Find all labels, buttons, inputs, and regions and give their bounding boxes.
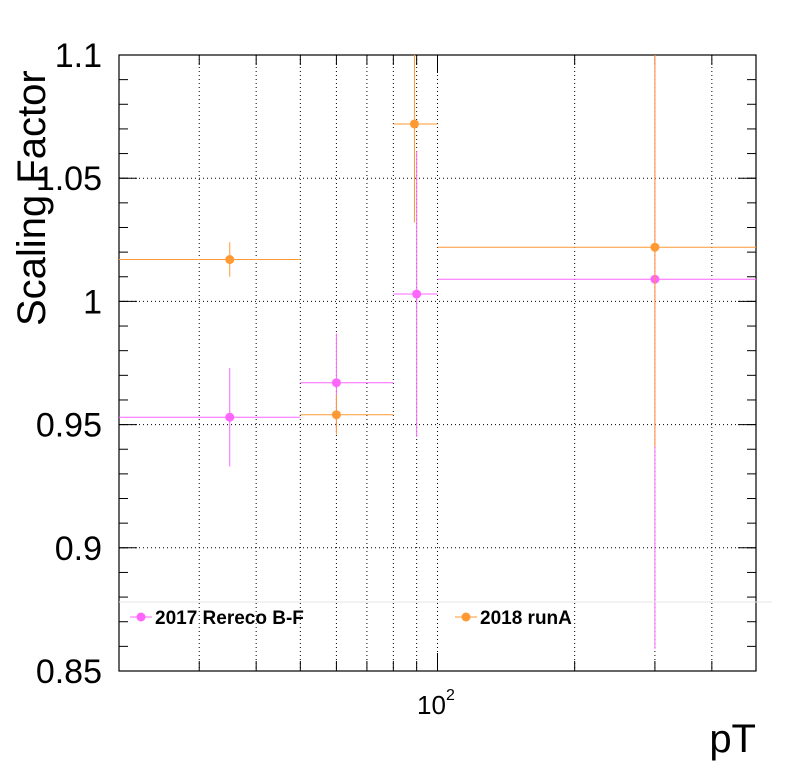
data-series — [119, 55, 756, 649]
legend-label: 2018 runA — [480, 608, 572, 629]
data-point — [409, 119, 419, 129]
y-tick-label: 1.05 — [36, 160, 102, 198]
data-point — [331, 378, 341, 388]
data-point — [412, 289, 422, 299]
y-tick-labels: 0.85 0.9 0.95 1 1.05 1.1 — [36, 37, 102, 691]
axis-ticks — [118, 54, 757, 672]
data-point — [331, 410, 341, 420]
legend-item-1: 2017 Rereco B-F — [130, 608, 304, 629]
data-point — [225, 412, 235, 422]
data-point — [650, 242, 660, 252]
legend-marker — [461, 612, 471, 622]
legend-label: 2017 Rereco B-F — [155, 608, 304, 629]
x-tick-labels: 10 2 — [417, 687, 455, 720]
series-2 — [119, 55, 756, 447]
y-tick-label: 0.9 — [55, 530, 102, 568]
legend-item-2: 2018 runA — [455, 608, 572, 629]
x-tick-label-base: 10 — [417, 690, 446, 720]
x-axis-title: pT — [709, 717, 756, 761]
legend: 2017 Rereco B-F 2018 runA — [130, 608, 572, 629]
grid-lines — [119, 55, 756, 671]
y-tick-label: 0.95 — [36, 407, 102, 445]
y-axis-title: Scaling Factor — [10, 70, 54, 326]
y-tick-label: 0.85 — [36, 653, 102, 691]
y-tick-label: 1 — [83, 283, 102, 321]
y-tick-label: 1.1 — [55, 37, 102, 75]
x-tick-label-exponent: 2 — [446, 687, 455, 704]
legend-marker — [136, 612, 146, 622]
data-point — [225, 255, 235, 265]
